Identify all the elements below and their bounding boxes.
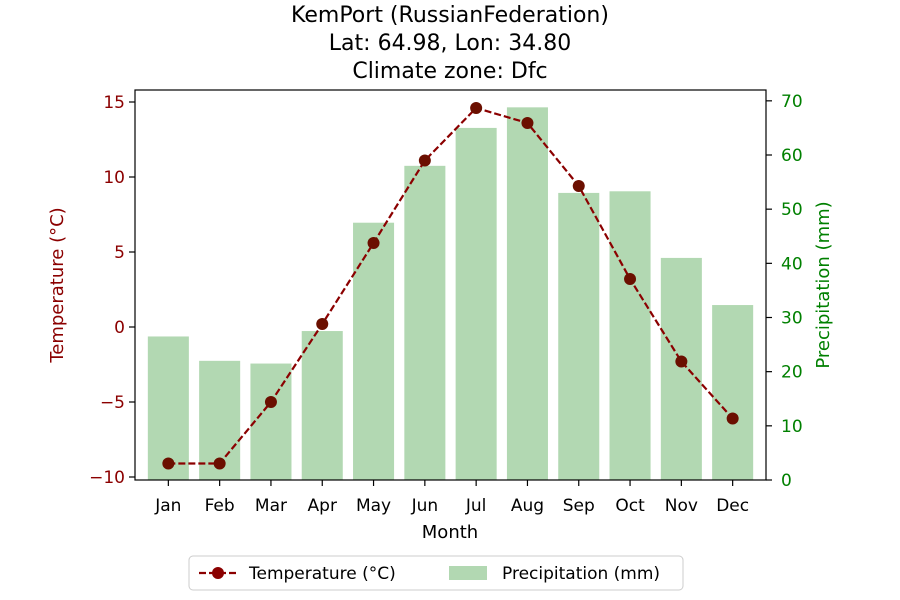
temp-point-oct: [624, 273, 637, 285]
month-tick-label: Aug: [511, 496, 544, 516]
precip-bar-apr: [301, 331, 343, 480]
temp-point-jul: [470, 102, 483, 114]
legend-temperature-marker: [212, 567, 224, 579]
precip-bar-jul: [455, 127, 497, 481]
precipitation-axis: 0 10 20 30 40 50 60 70: [766, 92, 803, 491]
precip-tick-label: 20: [781, 363, 803, 383]
month-tick-label: Jan: [154, 496, 181, 516]
temp-tick-label: −5: [100, 393, 125, 413]
legend-precipitation-swatch: [449, 566, 487, 580]
month-axis: Jan Feb Mar Apr May Jun Jul Aug Sep Oct Nov Dec: [154, 480, 749, 516]
precip-tick-label: 60: [781, 146, 803, 166]
temp-point-jan: [162, 457, 175, 470]
precip-bar-sep: [558, 192, 600, 480]
precip-bar-may: [353, 222, 395, 481]
temperature-axis: −10 −5 0 5 10 15: [89, 93, 135, 488]
precip-bar-jun: [404, 165, 446, 481]
month-tick-label: Oct: [615, 496, 645, 516]
month-tick-label: Dec: [716, 496, 749, 516]
precip-tick-label: 0: [781, 471, 792, 491]
temp-tick-label: 0: [114, 318, 125, 338]
temp-point-jun: [418, 154, 431, 167]
precip-bar-jan: [147, 336, 189, 480]
precip-bar-nov: [660, 257, 702, 480]
temperature-line: [168, 106, 734, 465]
precip-bar-aug: [506, 107, 548, 480]
precip-bar-dec: [712, 305, 754, 480]
precip-tick-label: 40: [781, 254, 803, 274]
precip-tick-label: 70: [781, 92, 803, 112]
month-tick-label: Sep: [563, 496, 595, 516]
temp-point-mar: [264, 396, 277, 408]
temp-point-nov: [675, 355, 688, 368]
temp-point-apr: [316, 318, 329, 330]
precip-tick-label: 30: [781, 309, 803, 329]
temp-tick-label: 10: [103, 168, 125, 188]
title-line-1: KemPort (RussianFederation): [291, 3, 609, 28]
y-axis-label-precipitation: Precipitation (mm): [813, 201, 834, 368]
chart-title: KemPort (RussianFederation) Lat: 64.98, …: [291, 3, 609, 84]
month-tick-label: May: [356, 496, 391, 516]
precip-tick-label: 10: [781, 417, 803, 437]
y-axis-label-temperature: Temperature (°C): [47, 207, 68, 363]
legend: Temperature (°C) Precipitation (mm): [188, 555, 684, 591]
temp-point-dec: [726, 412, 739, 425]
x-axis-label: Month: [422, 522, 478, 543]
legend-temperature-label: Temperature (°C): [248, 564, 396, 584]
legend-precipitation-label: Precipitation (mm): [502, 564, 660, 584]
month-tick-label: Feb: [205, 496, 235, 516]
temp-point-may: [367, 237, 380, 249]
precipitation-bars: [147, 107, 754, 481]
temp-point-aug: [521, 117, 534, 129]
legend-box: [188, 555, 684, 591]
month-tick-label: Jun: [411, 496, 439, 516]
precip-tick-label: 50: [781, 200, 803, 220]
month-tick-label: Mar: [255, 496, 287, 516]
month-tick-label: Apr: [308, 496, 337, 516]
temp-tick-label: −10: [89, 468, 125, 488]
title-line-3: Climate zone: Dfc: [352, 59, 547, 84]
plot-frame: [134, 89, 767, 481]
month-tick-label: Jul: [465, 496, 487, 516]
temp-point-feb: [213, 457, 226, 470]
temp-point-sep: [572, 180, 585, 192]
precip-bar-oct: [609, 191, 651, 480]
temp-tick-label: 15: [103, 93, 125, 113]
title-line-2: Lat: 64.98, Lon: 34.80: [329, 31, 571, 56]
month-tick-label: Nov: [665, 496, 698, 516]
temperature-series: [162, 102, 739, 470]
temp-tick-label: 5: [114, 243, 125, 263]
